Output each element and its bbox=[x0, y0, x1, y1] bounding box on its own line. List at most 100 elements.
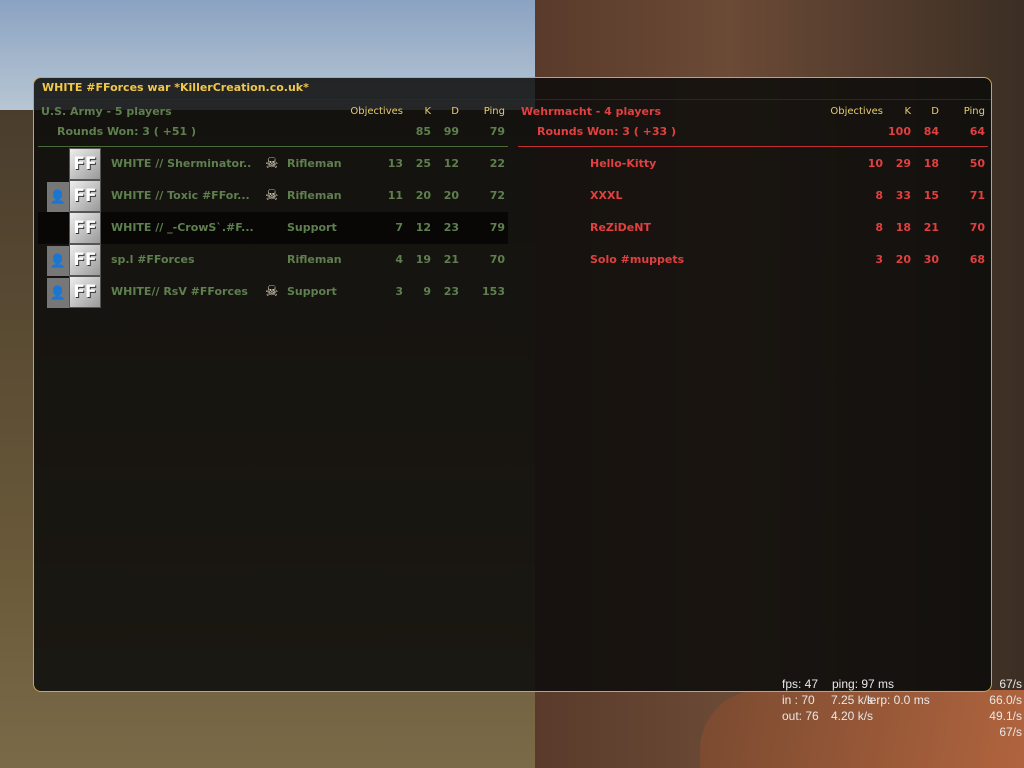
scoreboard: WHITE #FForces war *KillerCreation.co.uk… bbox=[33, 77, 992, 692]
player-name: ReZiDeNT bbox=[590, 221, 651, 234]
team-header: Wehrmacht - 4 players Rounds Won: 3 ( +33… bbox=[518, 104, 988, 144]
player-ping: 68 bbox=[969, 253, 985, 266]
player-class: Rifleman bbox=[287, 157, 342, 170]
rate-2: 66.0/s bbox=[989, 693, 1022, 707]
team-total-d: 84 bbox=[923, 125, 939, 138]
player-row[interactable]: FF WHITE // Sherminator.. ☠ Rifleman 13 25 12 2… bbox=[38, 148, 508, 180]
player-ping: 72 bbox=[489, 189, 505, 202]
clan-logo-icon: FF bbox=[69, 244, 101, 276]
player-name: WHITE // Sherminator.. bbox=[111, 157, 252, 170]
player-name: WHITE // _-CrowS`.#F... bbox=[111, 221, 254, 234]
player-d: 12 bbox=[443, 157, 459, 170]
player-k: 20 bbox=[415, 189, 431, 202]
lerp: lerp: 0.0 ms bbox=[867, 693, 930, 707]
player-d: 30 bbox=[923, 253, 939, 266]
player-avatar-icon: 👤 bbox=[47, 278, 69, 308]
player-class: Rifleman bbox=[287, 253, 342, 266]
player-row[interactable]: Hello-Kitty 10 29 18 50 bbox=[518, 148, 988, 180]
title-divider bbox=[34, 99, 991, 100]
player-ping: 70 bbox=[489, 253, 505, 266]
player-arm bbox=[700, 690, 1024, 768]
out-rate: 4.20 k/s bbox=[831, 709, 874, 723]
player-d: 21 bbox=[443, 253, 459, 266]
player-obj: 8 bbox=[875, 221, 883, 234]
player-obj: 13 bbox=[387, 157, 403, 170]
player-obj: 8 bbox=[875, 189, 883, 202]
player-avatar-icon: 👤 bbox=[47, 182, 69, 212]
team-name: U.S. Army - 5 players bbox=[41, 105, 172, 118]
dead-skull-icon: ☠ bbox=[265, 154, 279, 172]
player-ping: 70 bbox=[969, 221, 985, 234]
player-name: WHITE // Toxic #FFor... bbox=[111, 189, 250, 202]
player-row[interactable]: XXXL 8 33 15 71 bbox=[518, 180, 988, 212]
player-class: Support bbox=[287, 221, 337, 234]
clan-logo-icon: FF bbox=[69, 180, 101, 212]
team-name: Wehrmacht - 4 players bbox=[521, 105, 661, 118]
out: out: 76 bbox=[782, 709, 819, 723]
team-total-k: 85 bbox=[415, 125, 431, 138]
player-row[interactable]: 👤 FF sp.l #FForces Rifleman 4 19 21 70 bbox=[38, 244, 508, 276]
player-k: 9 bbox=[423, 285, 431, 298]
player-k: 29 bbox=[895, 157, 911, 170]
player-row[interactable]: ReZiDeNT 8 18 21 70 bbox=[518, 212, 988, 244]
player-d: 15 bbox=[923, 189, 939, 202]
dead-skull-icon: ☠ bbox=[265, 282, 279, 300]
column-header-objectives[interactable]: Objectives bbox=[830, 106, 883, 117]
column-header-ping[interactable]: Ping bbox=[963, 106, 985, 117]
player-ping: 50 bbox=[969, 157, 985, 170]
column-header-k[interactable]: K bbox=[424, 106, 431, 117]
column-header-k[interactable]: K bbox=[904, 106, 911, 117]
rate-4: 67/s bbox=[999, 725, 1022, 739]
player-obj: 11 bbox=[387, 189, 403, 202]
player-name: Hello-Kitty bbox=[590, 157, 657, 170]
player-row[interactable]: FF WHITE // _-CrowS`.#F... Support 7 12 23 79 bbox=[38, 212, 508, 244]
player-k: 18 bbox=[895, 221, 911, 234]
clan-logo-icon: FF bbox=[69, 212, 101, 244]
rate-3: 49.1/s bbox=[989, 709, 1022, 723]
rounds-won: Rounds Won: 3 ( +33 ) bbox=[537, 125, 677, 138]
player-row[interactable]: 👤 FF WHITE // Toxic #FFor... ☠ Rifleman 11 20 2… bbox=[38, 180, 508, 212]
rounds-won: Rounds Won: 3 ( +51 ) bbox=[57, 125, 197, 138]
team-header: U.S. Army - 5 players Rounds Won: 3 ( +51… bbox=[38, 104, 508, 144]
player-d: 18 bbox=[923, 157, 939, 170]
team-total-ping: 79 bbox=[489, 125, 505, 138]
column-header-d[interactable]: D bbox=[931, 106, 939, 117]
player-k: 33 bbox=[895, 189, 911, 202]
team-divider bbox=[518, 146, 988, 147]
player-class: Rifleman bbox=[287, 189, 342, 202]
player-name: XXXL bbox=[590, 189, 623, 202]
column-header-ping[interactable]: Ping bbox=[483, 106, 505, 117]
team-allies: U.S. Army - 5 players Rounds Won: 3 ( +51… bbox=[38, 104, 508, 308]
team-total-k: 100 bbox=[888, 125, 911, 138]
player-obj: 10 bbox=[867, 157, 883, 170]
player-avatar-icon: 👤 bbox=[47, 246, 69, 276]
fps: fps: 47 bbox=[782, 677, 819, 691]
team-axis: Wehrmacht - 4 players Rounds Won: 3 ( +33… bbox=[518, 104, 988, 266]
player-d: 23 bbox=[443, 221, 459, 234]
ping: ping: 97 ms bbox=[832, 677, 895, 691]
player-k: 25 bbox=[415, 157, 431, 170]
player-name: Solo #muppets bbox=[590, 253, 685, 266]
player-ping: 153 bbox=[482, 285, 505, 298]
player-k: 12 bbox=[415, 221, 431, 234]
player-row[interactable]: 👤 FF WHITE// RsV #FForces ☠ Support 3 9 23 153 bbox=[38, 276, 508, 308]
column-header-objectives[interactable]: Objectives bbox=[350, 106, 403, 117]
dead-skull-icon: ☠ bbox=[265, 186, 279, 204]
player-class: Support bbox=[287, 285, 337, 298]
team-total-d: 99 bbox=[443, 125, 459, 138]
in: in : 70 bbox=[782, 693, 815, 707]
clan-logo-icon: FF bbox=[69, 148, 101, 180]
team-divider bbox=[38, 146, 508, 147]
player-d: 21 bbox=[923, 221, 939, 234]
player-obj: 7 bbox=[395, 221, 403, 234]
player-k: 20 bbox=[895, 253, 911, 266]
column-header-d[interactable]: D bbox=[451, 106, 459, 117]
player-d: 23 bbox=[443, 285, 459, 298]
player-d: 20 bbox=[443, 189, 459, 202]
clan-logo-icon: FF bbox=[69, 276, 101, 308]
in-rate: 7.25 k/s bbox=[831, 693, 874, 707]
player-row[interactable]: Solo #muppets 3 20 30 68 bbox=[518, 244, 988, 276]
rate-1: 67/s bbox=[999, 677, 1022, 691]
player-obj: 3 bbox=[395, 285, 403, 298]
player-name: WHITE// RsV #FForces bbox=[111, 285, 248, 298]
